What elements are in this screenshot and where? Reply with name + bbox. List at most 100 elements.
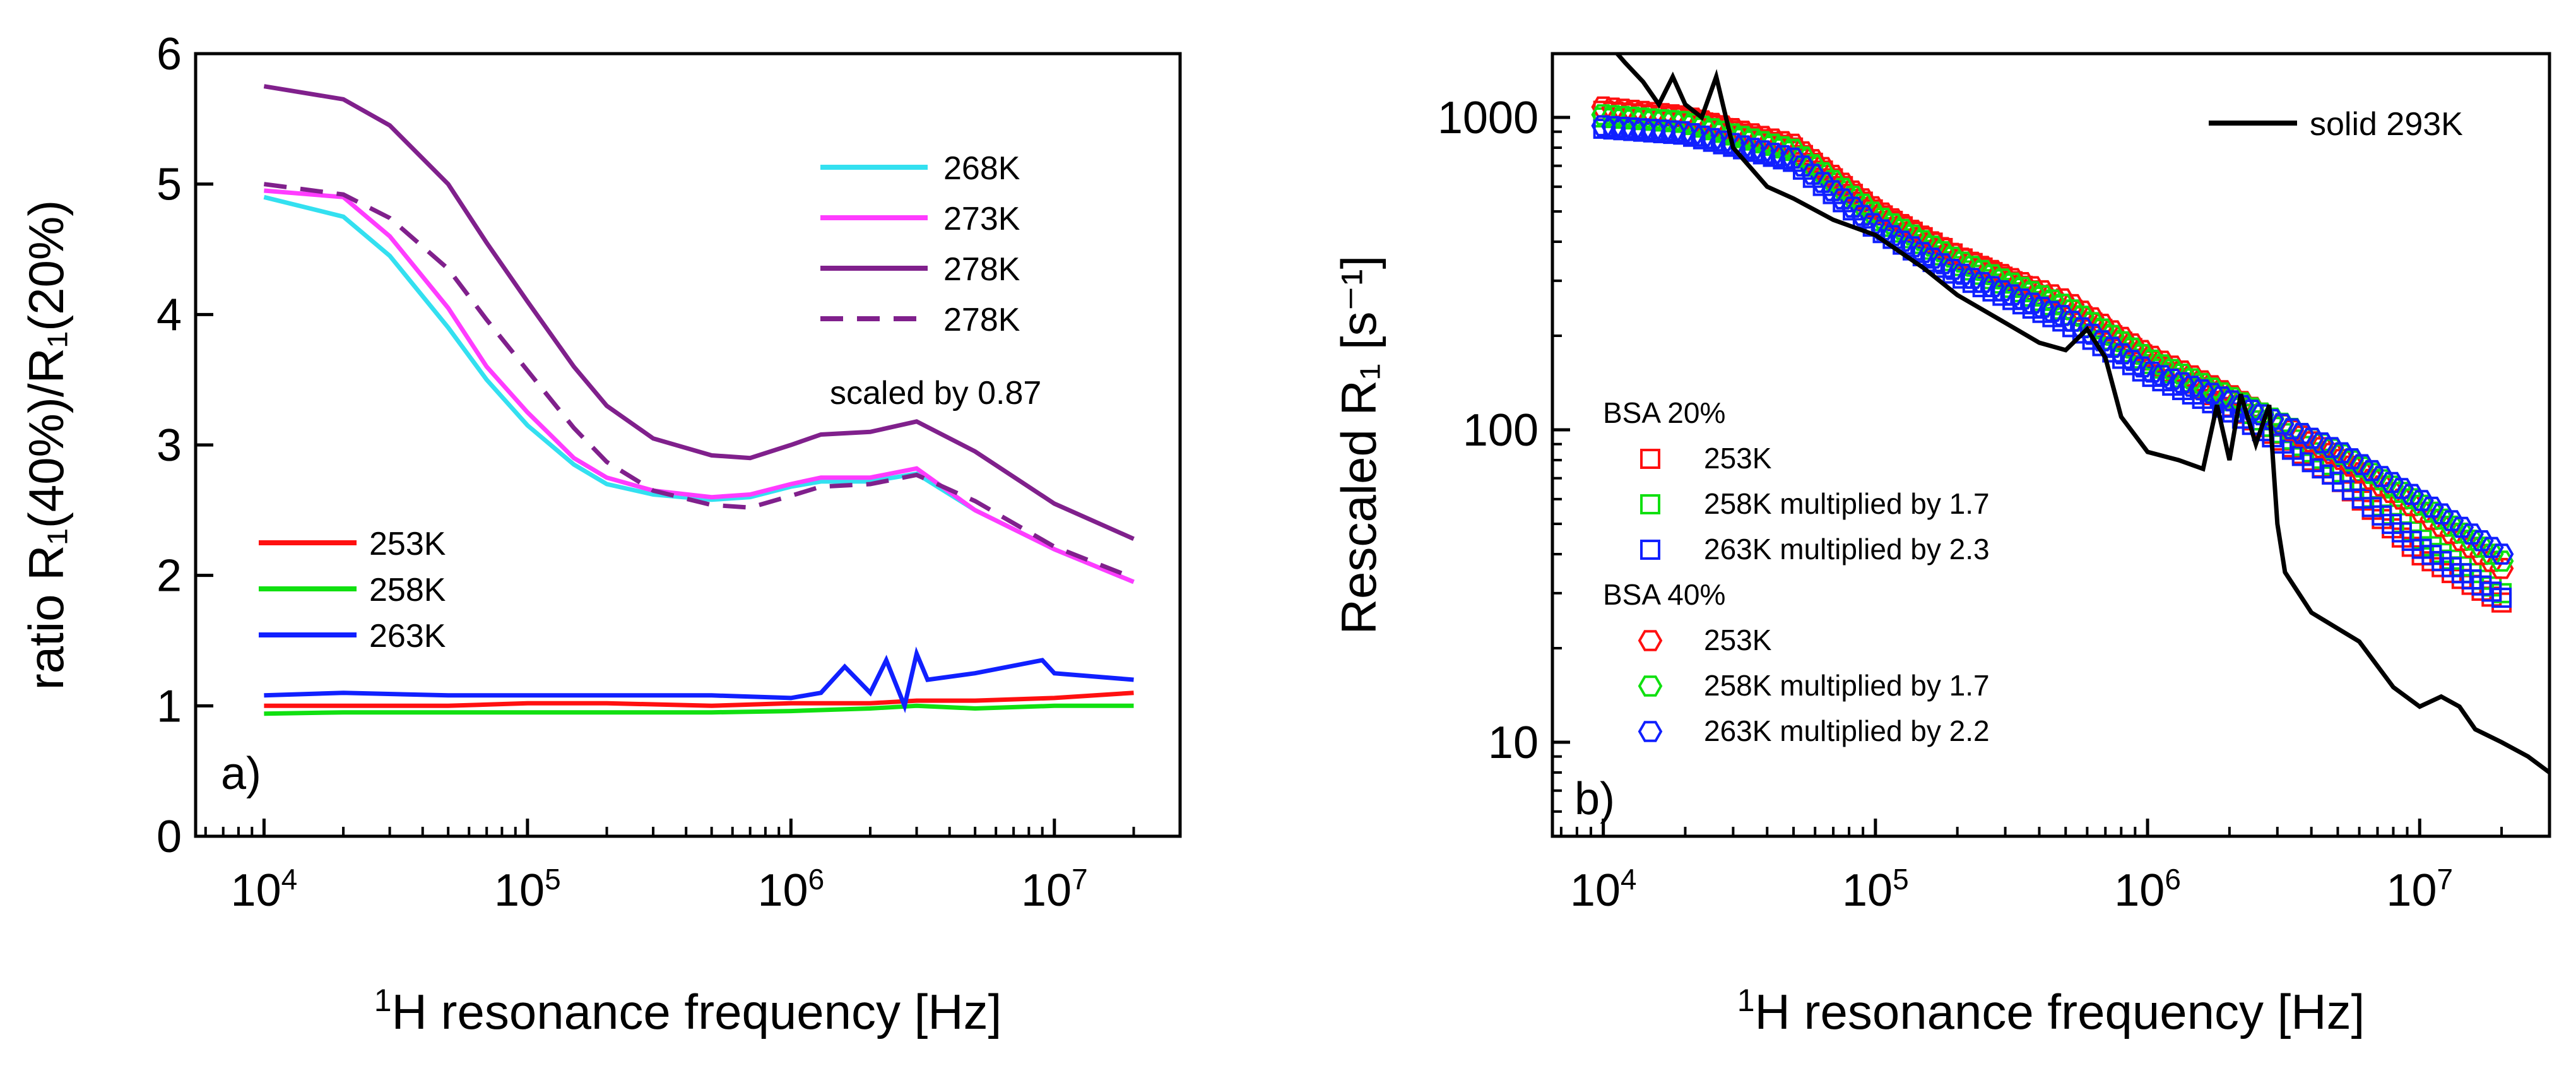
data-point: [2329, 442, 2354, 464]
data-point: [1930, 253, 1955, 275]
data-point: [2140, 361, 2165, 383]
legend-label: 253K: [1704, 624, 1772, 656]
legend-label: 258K: [369, 572, 446, 608]
series-line-253k: [264, 690, 1134, 708]
x-tick-label: 104: [231, 863, 298, 916]
data-point: [2439, 510, 2464, 531]
data-point: [1940, 259, 1965, 280]
x-tick-label: 106: [2114, 863, 2181, 916]
data-point: [1950, 247, 1975, 269]
data-point: [1880, 225, 1905, 246]
data-point: [2469, 530, 2494, 552]
data-point: [2489, 557, 2514, 579]
data-point: [2419, 496, 2444, 518]
data-point: [1960, 268, 1985, 289]
y-tick-label: 6: [157, 29, 182, 80]
data-point: [2170, 372, 2195, 394]
data-point: [1761, 128, 1785, 150]
legend-label: 258K multiplied by 1.7: [1704, 487, 1990, 520]
series-line-268k: [263, 194, 1135, 584]
data-point: [2030, 297, 2055, 318]
data-point: [2209, 386, 2235, 408]
legend-b: solid 293K BSA 20% 253K 258K multiplied by …: [1603, 106, 2463, 747]
data-point: [2090, 330, 2115, 352]
data-point: [2409, 494, 2434, 516]
data-point: [1980, 276, 2005, 297]
legend-label: 258K multiplied by 1.7: [1704, 669, 1990, 702]
x-axis-label-b: 1H resonance frequency [Hz]: [1737, 983, 2365, 1039]
legend-marker: [1640, 494, 1660, 514]
series-line-258k: [264, 703, 1134, 716]
y-tick-label: 5: [157, 160, 182, 210]
data-point: [1890, 230, 1915, 252]
data-point: [1771, 145, 1795, 167]
data-point: [1970, 271, 1995, 293]
data-point: [1751, 126, 1776, 147]
legend-label: 278K: [943, 302, 1020, 338]
series-line-278k: [263, 84, 1135, 541]
legend-group-title: BSA 20%: [1603, 396, 1725, 429]
y-tick-label: 1000: [1438, 93, 1539, 143]
axis-ticks-b: 104 105 106 107 10 100 1000: [1438, 93, 2551, 916]
series-group-a: [263, 84, 1135, 716]
y-tick-label: 1: [157, 681, 182, 731]
data-point: [2339, 448, 2365, 470]
data-point: [2159, 369, 2185, 390]
legend-label: solid 293K: [2310, 106, 2463, 143]
data-point: [1950, 263, 1975, 285]
data-point: [2149, 365, 2175, 386]
data-point: [1920, 247, 1945, 269]
x-tick-label: 105: [494, 863, 561, 916]
legend-marker: [1638, 721, 1663, 742]
y-tick-label: 100: [1463, 405, 1539, 456]
data-point: [1821, 180, 1845, 201]
data-point: [1691, 125, 1716, 147]
data-point: [2489, 543, 2514, 565]
data-point: [2110, 343, 2135, 365]
data-point: [2190, 379, 2214, 401]
legend-marker: [1640, 449, 1660, 469]
data-point: [2289, 423, 2315, 444]
data-point: [1691, 115, 1716, 137]
data-point: [1780, 147, 1805, 169]
data-point: [2000, 284, 2025, 305]
legend-label: 278K: [943, 251, 1020, 288]
data-point: [1860, 213, 1886, 234]
y-tick-label: 4: [157, 290, 182, 340]
data-point: [2070, 317, 2095, 338]
panel-label-a: a): [221, 749, 261, 799]
data-point: [1790, 155, 1816, 177]
data-point: [2100, 336, 2125, 358]
data-point: [1670, 121, 1696, 143]
data-point: [2240, 400, 2265, 421]
legend-label: 253K: [1704, 442, 1772, 475]
data-point: [2489, 550, 2514, 572]
series-line-273k: [264, 188, 1135, 584]
y-tick-label: 3: [157, 420, 182, 471]
series-line-278k-dashed: [263, 182, 1135, 581]
y-axis-label-a: ratio R₁(40%)/R₁(20%): [18, 200, 74, 690]
data-point: [2180, 376, 2205, 397]
data-point: [2050, 305, 2075, 326]
series-line-solid-293k: [1614, 54, 2549, 774]
data-point: [2491, 588, 2512, 608]
plot-frame-a: [194, 52, 1182, 838]
data-point: [2120, 350, 2145, 371]
y-axis-label-b: Rescaled R₁ [s⁻¹]: [1331, 256, 1386, 635]
legend-note: scaled by 0.87: [830, 375, 1041, 412]
legend-label: 268K: [943, 150, 1020, 187]
data-point: [1701, 127, 1725, 150]
data-point: [2369, 466, 2394, 487]
data-point: [2459, 523, 2484, 545]
legend-group-title: BSA 40%: [1603, 578, 1725, 611]
chart-panel-a: 104 105 106 107 0 1 2 3 4 5 6 268K 273K 278K 278K scal…: [18, 29, 1182, 1039]
data-point: [2130, 356, 2155, 378]
data-point: [1751, 140, 1776, 162]
data-point: [2399, 483, 2425, 506]
legend-label: 263K multiplied by 2.2: [1704, 714, 1990, 747]
data-point: [1800, 163, 1826, 185]
data-point: [2349, 454, 2375, 475]
data-point: [2479, 536, 2504, 559]
data-point: [1900, 236, 1925, 258]
x-axis-label-a: 1H resonance frequency [Hz]: [374, 983, 1002, 1039]
